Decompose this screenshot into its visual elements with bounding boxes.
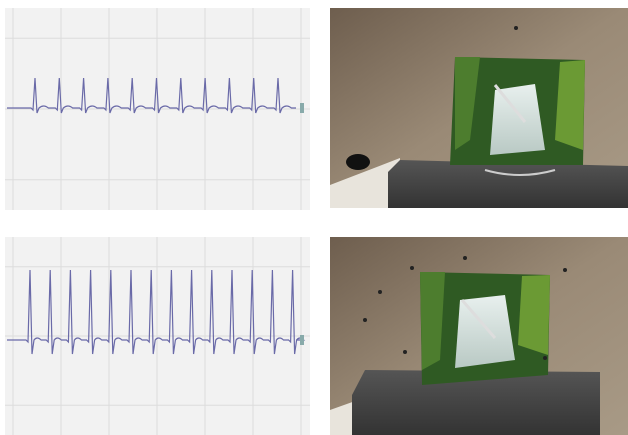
tv-stand xyxy=(352,370,600,435)
ecg-trace xyxy=(7,77,296,114)
gaze-dot xyxy=(543,356,547,360)
ecg-trace xyxy=(7,269,306,355)
tv-base xyxy=(484,169,556,176)
foliage xyxy=(455,57,480,150)
foliage xyxy=(518,275,550,355)
legend-marker xyxy=(300,103,304,113)
gaze-dots xyxy=(363,256,567,360)
gaze-dot xyxy=(410,266,414,270)
gaze-dot xyxy=(403,350,407,354)
ecg-panel xyxy=(5,237,310,435)
vr-scene-photo xyxy=(330,8,628,208)
branch xyxy=(460,299,497,339)
waterfall xyxy=(455,295,515,368)
gaze-dot xyxy=(563,268,567,272)
gaze-dot xyxy=(363,318,367,322)
gaze-dot xyxy=(514,26,518,30)
gaze-dot xyxy=(463,256,467,260)
headphones xyxy=(346,154,370,170)
gaze-dot xyxy=(378,290,382,294)
ecg-panel xyxy=(5,8,310,210)
tv-stand xyxy=(388,160,628,208)
vr-scene-photo xyxy=(330,237,628,435)
branch xyxy=(493,84,527,123)
waterfall xyxy=(490,84,545,155)
legend-marker xyxy=(300,335,304,345)
foliage xyxy=(555,60,585,150)
foliage xyxy=(420,272,445,370)
desk xyxy=(330,158,400,208)
